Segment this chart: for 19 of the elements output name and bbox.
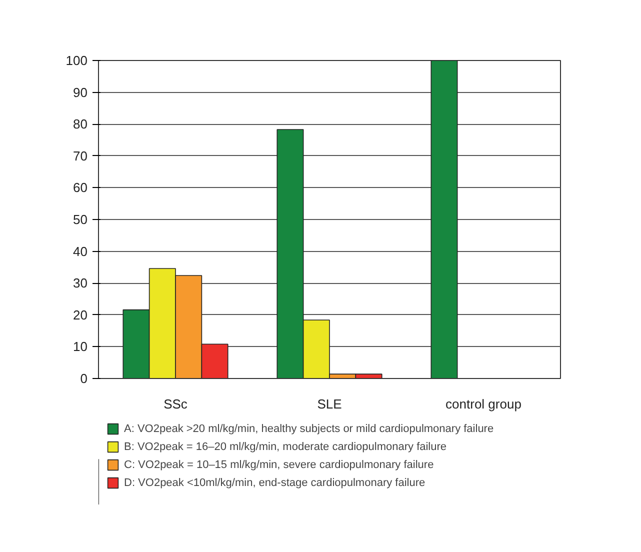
bar <box>430 60 458 378</box>
y-tick-label: 40 <box>73 244 88 259</box>
y-tick-label: 20 <box>73 307 88 322</box>
legend-label: A: VO2peak >20 ml/kg/min, healthy subjects or mild cardiopulmonary failure <box>124 422 494 435</box>
y-tick-label: 100 <box>66 53 88 68</box>
y-tick-label: 50 <box>73 212 88 227</box>
legend-label: D: VO2peak <10ml/kg/min, end-stage cardiopulmonary failure <box>124 476 426 489</box>
y-tick-label: 70 <box>73 148 88 164</box>
legend-label: B: VO2peak = 16–20 ml/kg/min, moderate cardiopulmonary failure <box>124 440 447 453</box>
x-tick-label: control group <box>446 396 522 412</box>
x-tick-label: SSc <box>164 396 188 412</box>
x-tick-label: SLE <box>317 396 342 412</box>
y-tick-label: 0 <box>80 371 88 386</box>
y-tick-label: 60 <box>73 180 88 196</box>
y-tick-label: 10 <box>73 339 88 354</box>
y-tick-label: 90 <box>73 84 88 100</box>
legend-label: C: VO2peak = 10–15 ml/kg/min, severe cardiopulmonary failure <box>124 458 434 471</box>
y-tick-label: 80 <box>73 116 88 132</box>
y-tick-label: 30 <box>73 276 88 291</box>
